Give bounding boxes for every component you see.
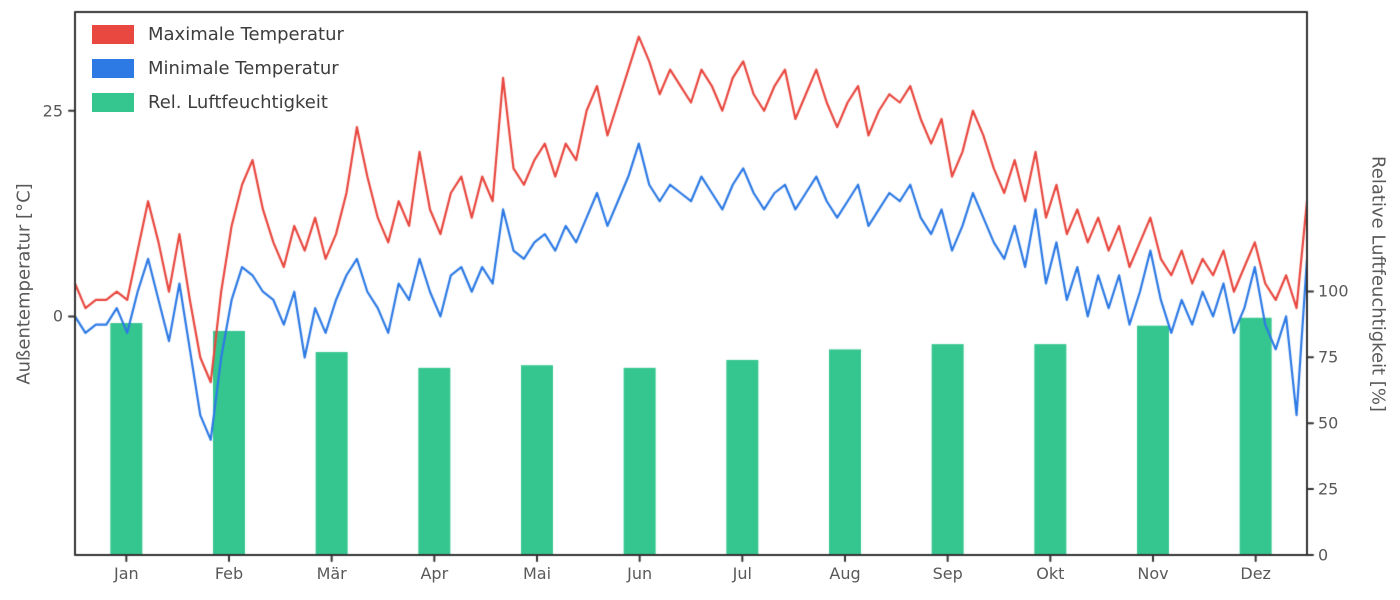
legend-label-max-temp: Maximale Temperatur (148, 24, 344, 45)
y-left-tick-label: 0 (52, 306, 63, 326)
x-tick-label: Nov (1137, 564, 1169, 583)
legend-item-max-temp: Maximale Temperatur (92, 24, 344, 45)
legend-label-humidity: Rel. Luftfeuchtigkeit (148, 92, 328, 113)
y-right-tick-label: 25 (1318, 479, 1339, 499)
y-axis-label-left-text: Außentemperatur [°C] (13, 183, 35, 385)
legend-swatch-min-temp (92, 59, 134, 78)
y-right-tick-label: 0 (1318, 545, 1329, 565)
y-left-tick-label: 25 (42, 101, 63, 121)
x-tick-label: Aug (829, 564, 861, 583)
x-tick-label: Jul (732, 564, 752, 583)
x-tick-label: Apr (420, 564, 449, 583)
x-tick-label: Dez (1240, 564, 1271, 583)
legend: Maximale Temperatur Minimale Temperatur … (92, 24, 344, 113)
legend-item-humidity: Rel. Luftfeuchtigkeit (92, 92, 344, 113)
x-tick-label: Mai (522, 564, 552, 583)
x-tick-label: Jun (627, 564, 653, 583)
y-right-tick-label: 50 (1318, 413, 1339, 433)
legend-swatch-humidity (92, 93, 134, 112)
x-tick-label: Okt (1036, 564, 1065, 583)
legend-item-min-temp: Minimale Temperatur (92, 58, 344, 79)
x-tick-label: Feb (214, 564, 244, 583)
y-axis-label-right-text: Relative Luftfeuchtigkeit [%] (1367, 156, 1389, 412)
x-tick-label: Jan (113, 564, 139, 583)
y-right-tick-label: 100 (1318, 281, 1349, 301)
x-tick-label: Mär (316, 564, 347, 583)
legend-label-min-temp: Minimale Temperatur (148, 58, 339, 79)
legend-swatch-max-temp (92, 25, 134, 44)
x-tick-label: Sep (932, 564, 963, 583)
y-right-tick-label: 75 (1318, 347, 1339, 367)
